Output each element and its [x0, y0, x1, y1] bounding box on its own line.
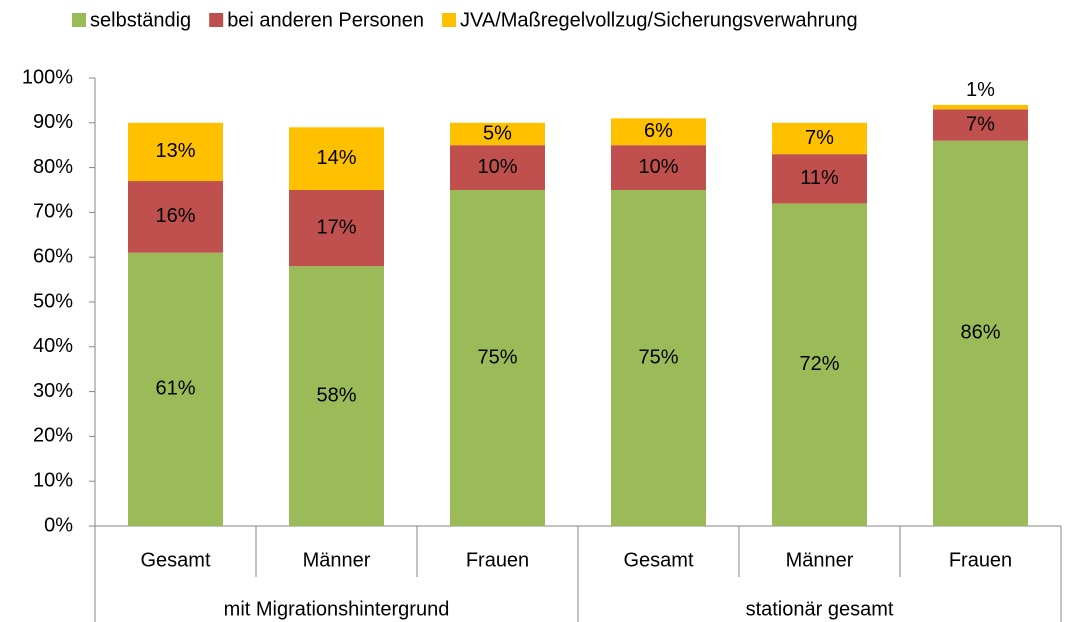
bar-segment	[611, 145, 706, 190]
data-label: 6%	[644, 120, 673, 142]
bar-segment	[128, 122, 223, 182]
data-label: 11%	[800, 167, 839, 189]
bar-segment	[128, 252, 223, 526]
data-label: 7%	[966, 113, 995, 135]
y-tick-label: 90%	[33, 111, 73, 133]
y-tick-label: 70%	[33, 201, 73, 223]
bar-segment	[128, 181, 223, 253]
x-tick-label: Männer	[303, 549, 371, 571]
legend-swatch	[442, 13, 457, 27]
bar-segment	[611, 118, 706, 146]
bar-segment	[772, 203, 867, 526]
y-tick-label: 60%	[33, 245, 73, 267]
bar-segment	[772, 122, 867, 155]
data-label: 75%	[477, 346, 517, 368]
legend-label: JVA/Maßregelvollzug/Sicherungsverwahrung	[460, 9, 858, 31]
group-label: mit Migrationshintergrund	[224, 598, 450, 620]
y-tick-label: 80%	[33, 156, 73, 178]
group-label: stationär gesamt	[746, 598, 894, 620]
data-label: 1%	[966, 79, 995, 101]
bar-segment	[289, 190, 384, 267]
bar-segment	[772, 154, 867, 204]
data-label: 16%	[155, 205, 195, 227]
data-label: 14%	[316, 147, 356, 169]
legend-label: bei anderen Personen	[227, 9, 424, 31]
bar-segment	[450, 145, 545, 190]
bar-segment	[933, 140, 1028, 526]
bar-segment	[450, 190, 545, 526]
y-tick-label: 40%	[33, 335, 73, 357]
y-tick-label: 10%	[33, 469, 73, 491]
y-tick-label: 0%	[44, 514, 73, 536]
bar-segment	[289, 127, 384, 190]
data-label: 17%	[316, 216, 356, 238]
y-tick-label: 100%	[22, 66, 73, 88]
bar-segment	[450, 122, 545, 146]
bar-segment	[933, 104, 1028, 110]
legend-swatch	[72, 13, 86, 27]
y-tick-label: 20%	[33, 425, 73, 447]
data-label: 61%	[155, 378, 195, 400]
legend-swatch	[209, 13, 224, 27]
data-label: 86%	[960, 322, 1000, 344]
y-tick-label: 50%	[33, 290, 73, 312]
data-label: 75%	[638, 346, 678, 368]
data-label: 13%	[155, 140, 195, 162]
data-label: 5%	[483, 122, 512, 144]
bar-segment	[933, 109, 1028, 141]
x-tick-label: Frauen	[949, 549, 1012, 571]
data-label: 7%	[805, 127, 834, 149]
data-label: 58%	[316, 384, 356, 406]
bar-segment	[289, 266, 384, 526]
data-label: 10%	[638, 156, 678, 178]
y-tick-label: 30%	[33, 380, 73, 402]
x-tick-label: Frauen	[466, 549, 529, 571]
x-tick-label: Gesamt	[623, 549, 693, 571]
x-tick-label: Männer	[786, 549, 854, 571]
x-tick-label: Gesamt	[140, 549, 210, 571]
bar-segment	[611, 190, 706, 526]
legend-label: selbständig	[90, 9, 191, 31]
data-label: 72%	[799, 353, 839, 375]
data-label: 10%	[477, 156, 517, 178]
